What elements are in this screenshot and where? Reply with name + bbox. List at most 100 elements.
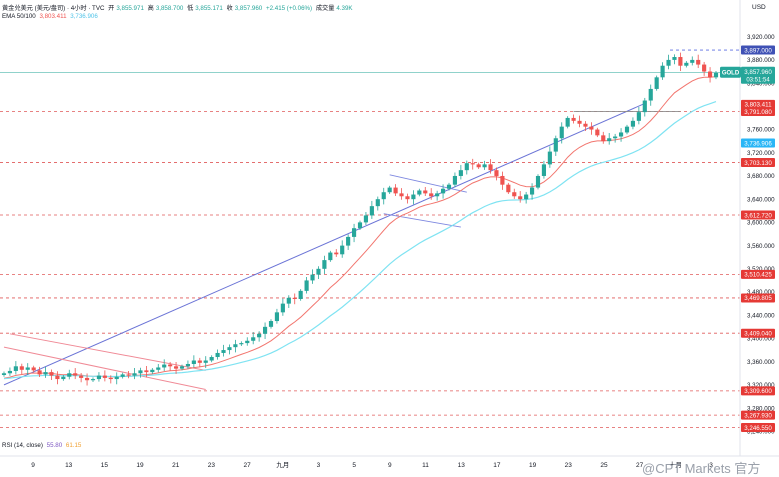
candle-body	[13, 366, 18, 371]
level-badge-label: 3,703.130	[744, 160, 772, 167]
level-badge-bg	[741, 45, 775, 55]
candle	[363, 211, 369, 226]
candle	[19, 363, 24, 375]
candle-body	[387, 187, 392, 193]
candle	[440, 184, 446, 199]
candle	[464, 160, 469, 175]
candle-body	[162, 364, 167, 368]
candle-body	[512, 192, 517, 197]
candle-body	[132, 373, 137, 376]
level-badge-bg	[741, 410, 775, 420]
level-badge: 3,803.411	[741, 99, 775, 109]
candle	[43, 366, 48, 378]
candle	[541, 160, 547, 179]
candle-body	[375, 199, 380, 207]
candle	[357, 220, 363, 230]
candle-body	[417, 190, 422, 195]
candle	[274, 308, 280, 324]
candle-body	[179, 366, 185, 369]
flag-lower	[383, 213, 461, 228]
candle	[393, 184, 398, 196]
level-badge: 3,409.040	[741, 328, 775, 338]
candle-body	[49, 372, 54, 376]
candle-body	[126, 374, 131, 376]
uptrend-line	[3, 102, 646, 386]
candle	[375, 196, 380, 211]
level-badge-bg	[741, 386, 775, 396]
candle	[577, 115, 582, 128]
candle-body	[316, 268, 321, 275]
time-tick-label: 25	[600, 462, 608, 469]
candle-body	[541, 164, 547, 176]
candle	[25, 363, 30, 376]
change-value: +2.415 (+0.06%)	[265, 5, 313, 12]
high-label: 高	[147, 5, 154, 12]
candle-body	[577, 120, 582, 124]
level-badge-label: 3,510.425	[744, 272, 772, 279]
candle-body	[690, 59, 695, 63]
gold-name-bg	[720, 66, 741, 78]
candle-body	[304, 280, 309, 291]
channel-upper	[9, 333, 206, 371]
time-tick-label: 23	[565, 462, 573, 469]
close-label: 收	[226, 5, 233, 12]
level-badge: 3,897.000	[741, 45, 775, 55]
gold-price-badge: GOLD 3,857.960 03:51:54	[720, 66, 775, 84]
candle	[642, 97, 647, 117]
time-tick-label: 27	[243, 462, 251, 469]
candle-body	[535, 175, 541, 188]
candle	[322, 255, 327, 275]
price-tick-label: 3,640.000	[747, 196, 775, 203]
candle	[96, 372, 102, 382]
candle	[518, 191, 523, 203]
candle-body	[25, 367, 30, 370]
candle	[589, 122, 594, 135]
candles	[1, 52, 719, 386]
rsi-label: RSI (14, close)	[2, 442, 43, 449]
candle	[369, 200, 374, 219]
candle	[476, 162, 481, 170]
level-badge: 3,703.130	[741, 158, 775, 168]
rsi-value-1: 55.80	[46, 442, 63, 449]
candle	[90, 377, 96, 382]
candle-body	[322, 260, 327, 269]
level-badge-bg	[741, 422, 775, 432]
candle-body	[310, 274, 315, 281]
candle	[138, 367, 143, 378]
candle-body	[262, 326, 268, 334]
candle-body	[251, 337, 256, 341]
candle	[399, 188, 404, 200]
candle	[648, 84, 653, 106]
candle	[411, 190, 416, 205]
time-tick-label: 十月	[669, 460, 682, 469]
level-badge-label: 3,612.720	[744, 212, 772, 219]
time-axis: 9 13 15 19 21 23 27 九月 3 5 9 11 13 17 19 23 25 27 十月 3	[31, 460, 713, 469]
candle	[707, 67, 713, 83]
candle	[654, 75, 659, 91]
candle-body	[31, 367, 36, 371]
candle	[156, 363, 161, 373]
candle-body	[90, 379, 96, 381]
candle	[482, 160, 487, 170]
candle-body	[150, 369, 155, 373]
time-tick-label: 27	[636, 462, 644, 469]
candle-body	[173, 366, 179, 369]
time-tick-label: 19	[529, 462, 537, 469]
candle-body	[618, 132, 624, 137]
candle	[684, 61, 689, 68]
trend-drawings	[3, 102, 681, 391]
candle-body	[529, 187, 535, 195]
candle-body	[636, 112, 641, 121]
candle-body	[435, 193, 440, 197]
candle-body	[452, 175, 458, 185]
volume-value: 4.39K	[336, 5, 353, 12]
flag-upper	[389, 174, 467, 193]
candle-body	[518, 196, 523, 200]
candle-body	[346, 236, 351, 246]
candle-body	[500, 175, 505, 185]
candle-body	[209, 357, 214, 361]
candle-body	[470, 163, 475, 165]
candle	[61, 375, 66, 381]
candle	[251, 332, 256, 345]
